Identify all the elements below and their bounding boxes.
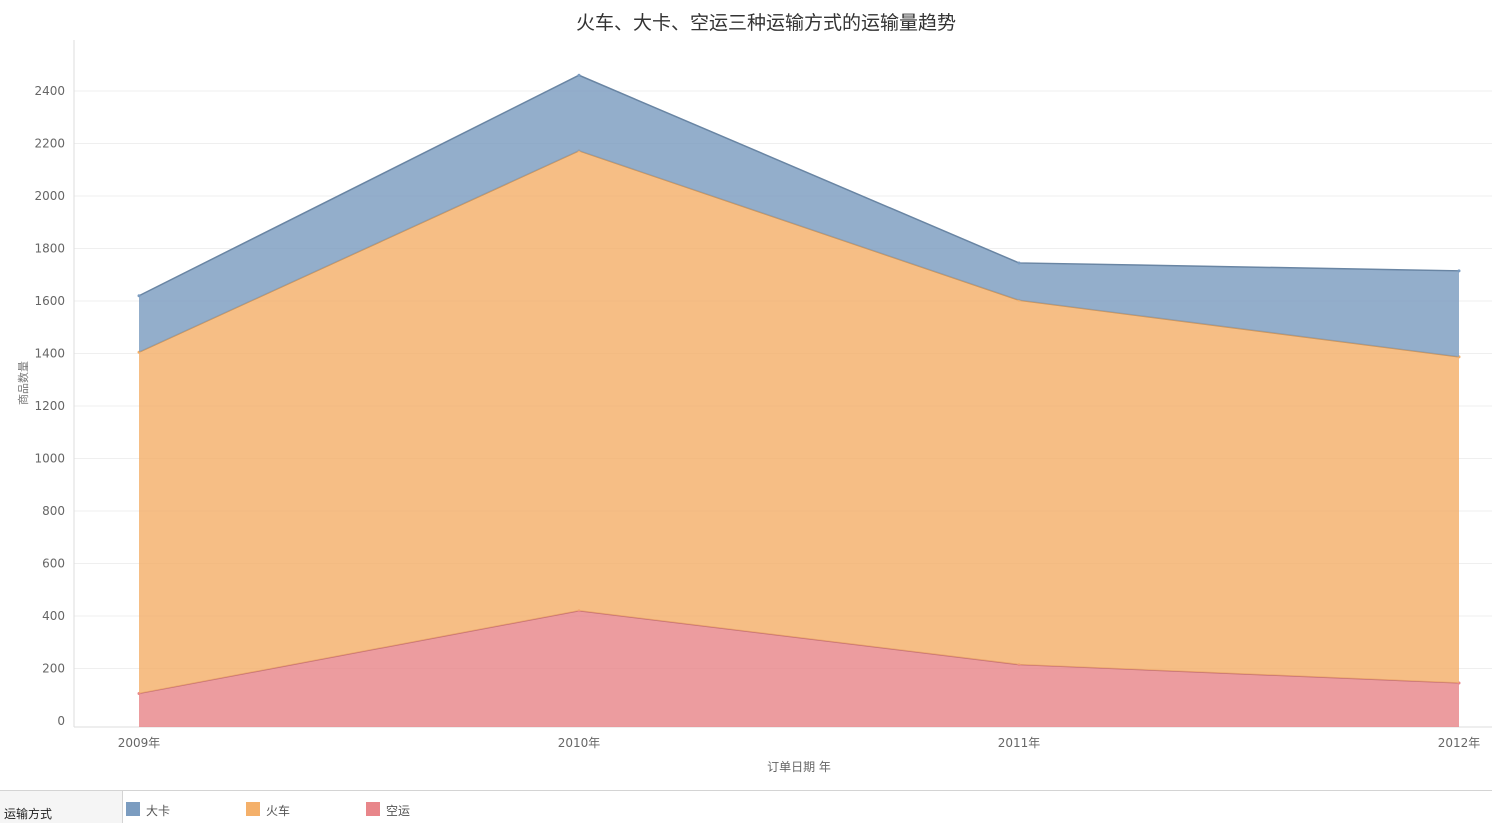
legend-title: 运输方式 bbox=[4, 807, 53, 821]
area-大卡 bbox=[139, 75, 1459, 357]
legend-swatch bbox=[246, 802, 260, 816]
x-tick-label: 2012年 bbox=[1438, 736, 1481, 750]
data-point-大卡 bbox=[577, 73, 581, 77]
y-axis-title: 商品数量 bbox=[16, 361, 30, 405]
y-tick-label: 1400 bbox=[34, 347, 65, 361]
y-tick-label: 1800 bbox=[34, 242, 65, 256]
data-point-大卡 bbox=[137, 294, 141, 298]
chart-title: 火车、大卡、空运三种运输方式的运输量趋势 bbox=[575, 12, 956, 34]
x-tick-label: 2010年 bbox=[558, 736, 601, 750]
y-tick-label: 2000 bbox=[34, 189, 65, 203]
y-tick-label: 200 bbox=[42, 662, 65, 676]
y-tick-label: 2400 bbox=[34, 84, 65, 98]
y-tick-label: 600 bbox=[42, 557, 65, 571]
data-point-大卡 bbox=[1017, 261, 1021, 265]
area-line-空运 bbox=[138, 609, 1460, 695]
y-tick-label: 800 bbox=[42, 504, 65, 518]
x-tick-label: 2009年 bbox=[118, 736, 161, 750]
area-火车 bbox=[139, 150, 1459, 694]
x-tick-label: 2011年 bbox=[998, 736, 1041, 750]
y-tick-label: 2200 bbox=[34, 137, 65, 151]
y-tick-label: 0 bbox=[57, 714, 65, 728]
legend-label: 空运 bbox=[386, 804, 411, 818]
y-tick-label: 400 bbox=[42, 609, 65, 623]
legend-swatch bbox=[366, 802, 380, 816]
legend: 运输方式 大卡 火车 空运 bbox=[0, 790, 1492, 823]
legend-swatch bbox=[126, 802, 140, 816]
data-point-大卡 bbox=[1457, 269, 1461, 273]
y-tick-label: 1000 bbox=[34, 452, 65, 466]
y-tick-label: 1200 bbox=[34, 399, 65, 413]
x-axis-title: 订单日期 年 bbox=[767, 760, 831, 774]
y-tick-label: 1600 bbox=[34, 294, 65, 308]
area-空运 bbox=[139, 610, 1459, 727]
area-line-大卡 bbox=[138, 74, 1460, 297]
legend-label: 大卡 bbox=[146, 804, 171, 818]
chart-plot: 0 200 400 600 800 1000 1200 1400 1600 1800 2000 220… bbox=[16, 40, 1492, 774]
legend-title-box: 运输方式 bbox=[0, 791, 123, 823]
legend-label: 火车 bbox=[266, 804, 291, 818]
